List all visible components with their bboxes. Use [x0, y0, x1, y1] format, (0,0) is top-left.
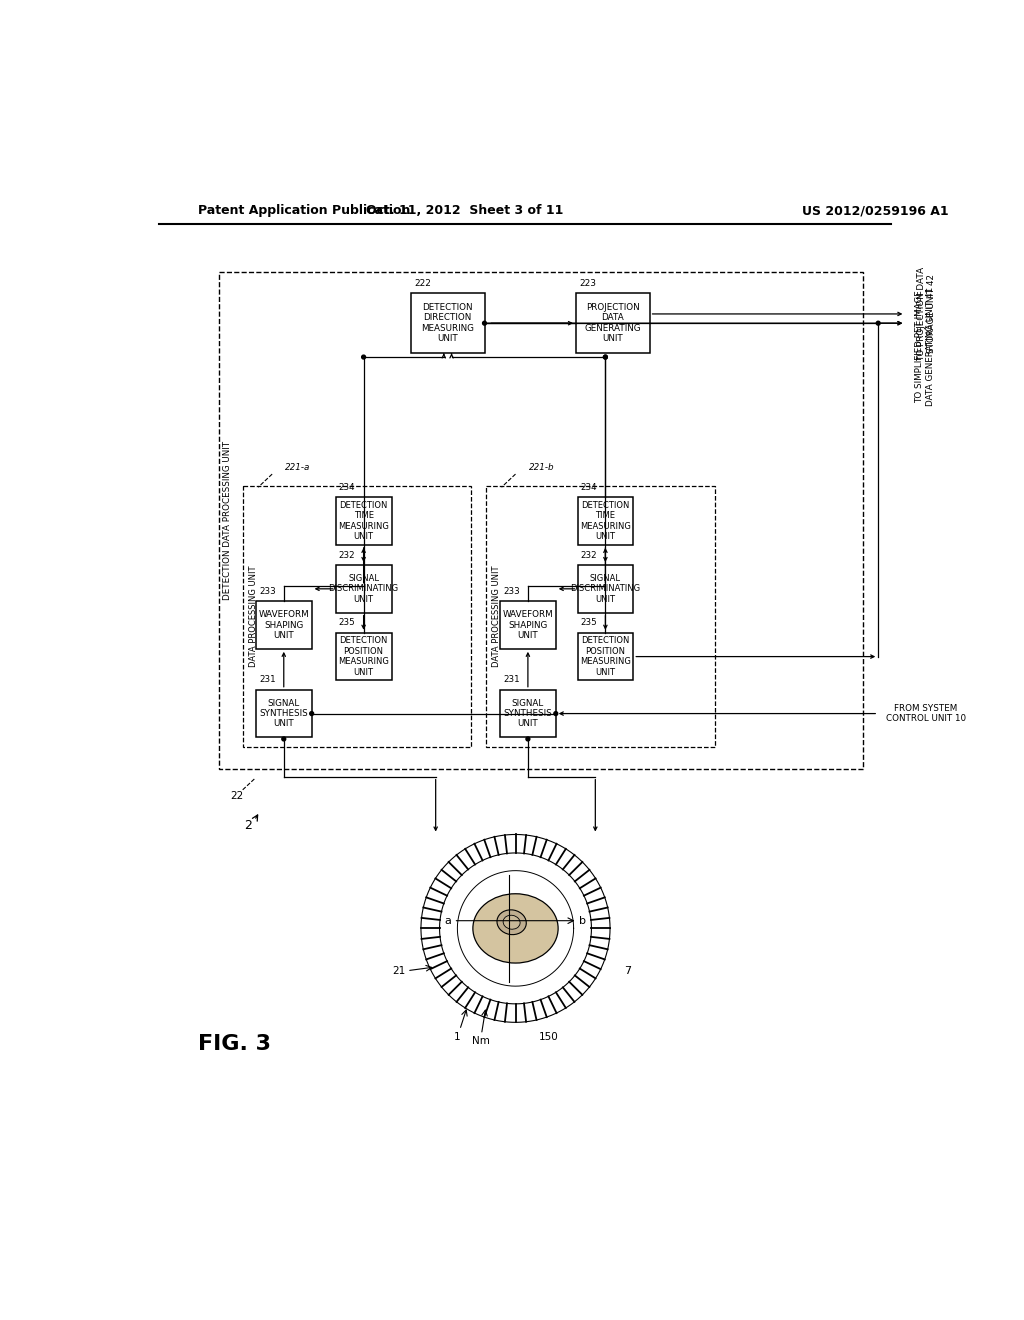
Text: Oct. 11, 2012  Sheet 3 of 11: Oct. 11, 2012 Sheet 3 of 11 — [367, 205, 564, 218]
Text: DETECTION
POSITION
MEASURING
UNIT: DETECTION POSITION MEASURING UNIT — [580, 636, 631, 677]
Bar — [336, 565, 391, 612]
Text: 150: 150 — [539, 1032, 558, 1041]
Text: 7: 7 — [624, 966, 631, 975]
Text: TO PROJECTION DATA
STORAGE UNIT 42: TO PROJECTION DATA STORAGE UNIT 42 — [916, 267, 936, 360]
Text: S: S — [504, 915, 511, 924]
Text: DETECTION
DIRECTION
MEASURING
UNIT: DETECTION DIRECTION MEASURING UNIT — [421, 304, 474, 343]
Bar — [575, 293, 649, 354]
Text: 232: 232 — [339, 550, 355, 560]
Text: SIGNAL
SYNTHESIS
UNIT: SIGNAL SYNTHESIS UNIT — [259, 698, 308, 729]
Text: DATA PROCESSING UNIT: DATA PROCESSING UNIT — [249, 566, 258, 668]
Text: 234: 234 — [581, 483, 597, 492]
Circle shape — [877, 321, 881, 325]
Text: 222: 222 — [414, 279, 431, 288]
Circle shape — [526, 737, 529, 741]
Text: WAVEFORM
SHAPING
UNIT: WAVEFORM SHAPING UNIT — [503, 610, 553, 640]
Bar — [411, 293, 484, 354]
Bar — [256, 601, 311, 649]
Text: Nm: Nm — [472, 1036, 489, 1047]
Text: FROM SYSTEM
CONTROL UNIT 10: FROM SYSTEM CONTROL UNIT 10 — [886, 704, 966, 723]
Text: DETECTION DATA PROCESSING UNIT: DETECTION DATA PROCESSING UNIT — [223, 441, 232, 601]
Ellipse shape — [473, 894, 558, 964]
Text: 2: 2 — [244, 818, 252, 832]
Text: US 2012/0259196 A1: US 2012/0259196 A1 — [802, 205, 949, 218]
Text: 233: 233 — [503, 587, 520, 595]
Bar — [256, 689, 311, 738]
Bar — [486, 486, 715, 747]
Text: FIG. 3: FIG. 3 — [198, 1034, 270, 1053]
Text: 223: 223 — [579, 279, 596, 288]
Text: 21: 21 — [392, 966, 406, 975]
Text: 234: 234 — [339, 483, 355, 492]
Circle shape — [361, 355, 366, 359]
Text: 231: 231 — [259, 676, 275, 684]
Text: DATA PROCESSING UNIT: DATA PROCESSING UNIT — [493, 566, 502, 668]
Text: 232: 232 — [581, 550, 597, 560]
Text: PROJECTION
DATA
GENERATING
UNIT: PROJECTION DATA GENERATING UNIT — [585, 304, 641, 343]
Text: DETECTION
TIME
MEASURING
UNIT: DETECTION TIME MEASURING UNIT — [338, 502, 389, 541]
Bar — [336, 498, 391, 545]
Circle shape — [482, 321, 486, 325]
Text: SIGNAL
SYNTHESIS
UNIT: SIGNAL SYNTHESIS UNIT — [504, 698, 552, 729]
Bar — [219, 272, 862, 770]
Bar — [578, 565, 633, 612]
Bar — [243, 486, 471, 747]
Circle shape — [309, 711, 313, 715]
Text: DETECTION
POSITION
MEASURING
UNIT: DETECTION POSITION MEASURING UNIT — [338, 636, 389, 677]
Bar — [336, 632, 391, 681]
Text: Patent Application Publication: Patent Application Publication — [198, 205, 411, 218]
Bar — [500, 689, 556, 738]
Text: b: b — [580, 916, 587, 925]
Ellipse shape — [503, 915, 520, 929]
Circle shape — [282, 737, 286, 741]
Text: a: a — [444, 916, 452, 925]
Text: 235: 235 — [339, 618, 355, 627]
Bar — [500, 601, 556, 649]
Text: 235: 235 — [581, 618, 597, 627]
Text: SIGNAL
DISCRIMINATING
UNIT: SIGNAL DISCRIMINATING UNIT — [570, 574, 640, 603]
Text: WAVEFORM
SHAPING
UNIT: WAVEFORM SHAPING UNIT — [258, 610, 309, 640]
Circle shape — [554, 711, 558, 715]
Circle shape — [603, 355, 607, 359]
Text: 1: 1 — [454, 1032, 461, 1041]
Text: 22: 22 — [229, 791, 243, 801]
Text: 221-a: 221-a — [286, 463, 310, 471]
Text: 233: 233 — [259, 587, 275, 595]
Text: 231: 231 — [503, 676, 520, 684]
Text: SIGNAL
DISCRIMINATING
UNIT: SIGNAL DISCRIMINATING UNIT — [329, 574, 398, 603]
Text: 221-b: 221-b — [528, 463, 554, 471]
Bar — [578, 632, 633, 681]
Ellipse shape — [497, 909, 526, 935]
Text: DETECTION
TIME
MEASURING
UNIT: DETECTION TIME MEASURING UNIT — [580, 502, 631, 541]
Text: TO SIMPLIFIED PET IMAGE
DATA GENERATING UNIT 41: TO SIMPLIFIED PET IMAGE DATA GENERATING … — [915, 286, 935, 407]
Circle shape — [603, 355, 607, 359]
Bar — [578, 498, 633, 545]
